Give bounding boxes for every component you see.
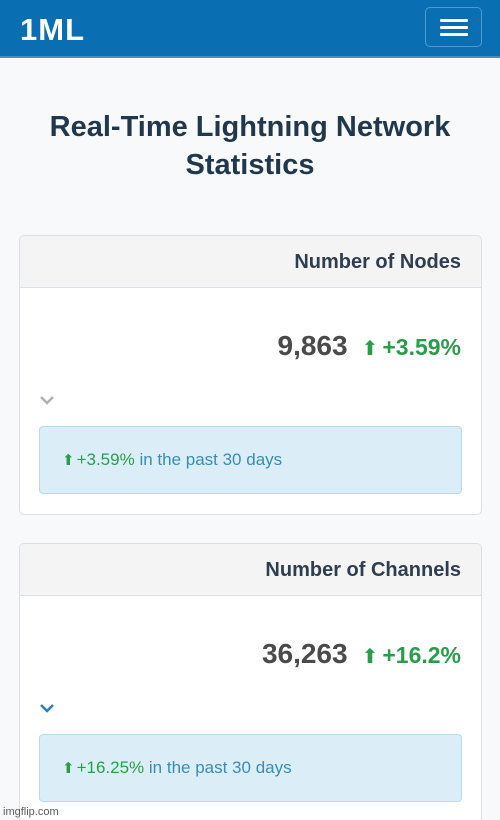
- stat-row: 9,863 ⬆ +3.59%: [278, 330, 462, 362]
- watermark: imgflip.com: [3, 806, 59, 818]
- menu-toggle-button[interactable]: [425, 7, 482, 47]
- stat-row: 36,263 ⬆ +16.2%: [262, 638, 461, 670]
- change-percent: +3.59%: [76, 450, 135, 469]
- navbar: 1ML: [0, 0, 500, 58]
- arrow-up-icon: ⬆: [361, 646, 379, 668]
- card-header: Number of Channels: [20, 544, 481, 596]
- change-info-box: ⬆ +16.25% in the past 30 days: [39, 734, 462, 802]
- change-period: in the past 30 days: [134, 450, 283, 469]
- hamburger-menu-icon: [440, 19, 468, 22]
- chevron-down-icon[interactable]: [39, 394, 55, 406]
- chevron-down-icon[interactable]: [39, 702, 55, 714]
- nodes-card: Number of Nodes 9,863 ⬆ +3.59% ⬆ +3.59% i…: [19, 235, 482, 515]
- stat-value: 9,863: [277, 330, 348, 361]
- page-title: Real-Time Lightning Network Statistics: [49, 111, 451, 181]
- channels-card: Number of Channels 36,263 ⬆ +16.2% ⬆ +16.…: [19, 543, 482, 820]
- change-period: in the past 30 days: [144, 758, 292, 777]
- arrow-up-icon: ⬆: [62, 760, 75, 777]
- stat-value: 36,263: [261, 638, 348, 669]
- stat-change: +3.59%: [382, 334, 461, 360]
- arrow-up-icon: ⬆: [361, 338, 379, 360]
- change-percent: +16.25%: [76, 758, 145, 777]
- change-info-box: ⬆ +3.59% in the past 30 days: [39, 426, 462, 494]
- arrow-up-icon: ⬆: [62, 452, 75, 469]
- card-header: Number of Nodes: [20, 236, 481, 288]
- stat-change: +16.2%: [382, 642, 461, 668]
- brand-logo[interactable]: 1ML: [20, 12, 85, 47]
